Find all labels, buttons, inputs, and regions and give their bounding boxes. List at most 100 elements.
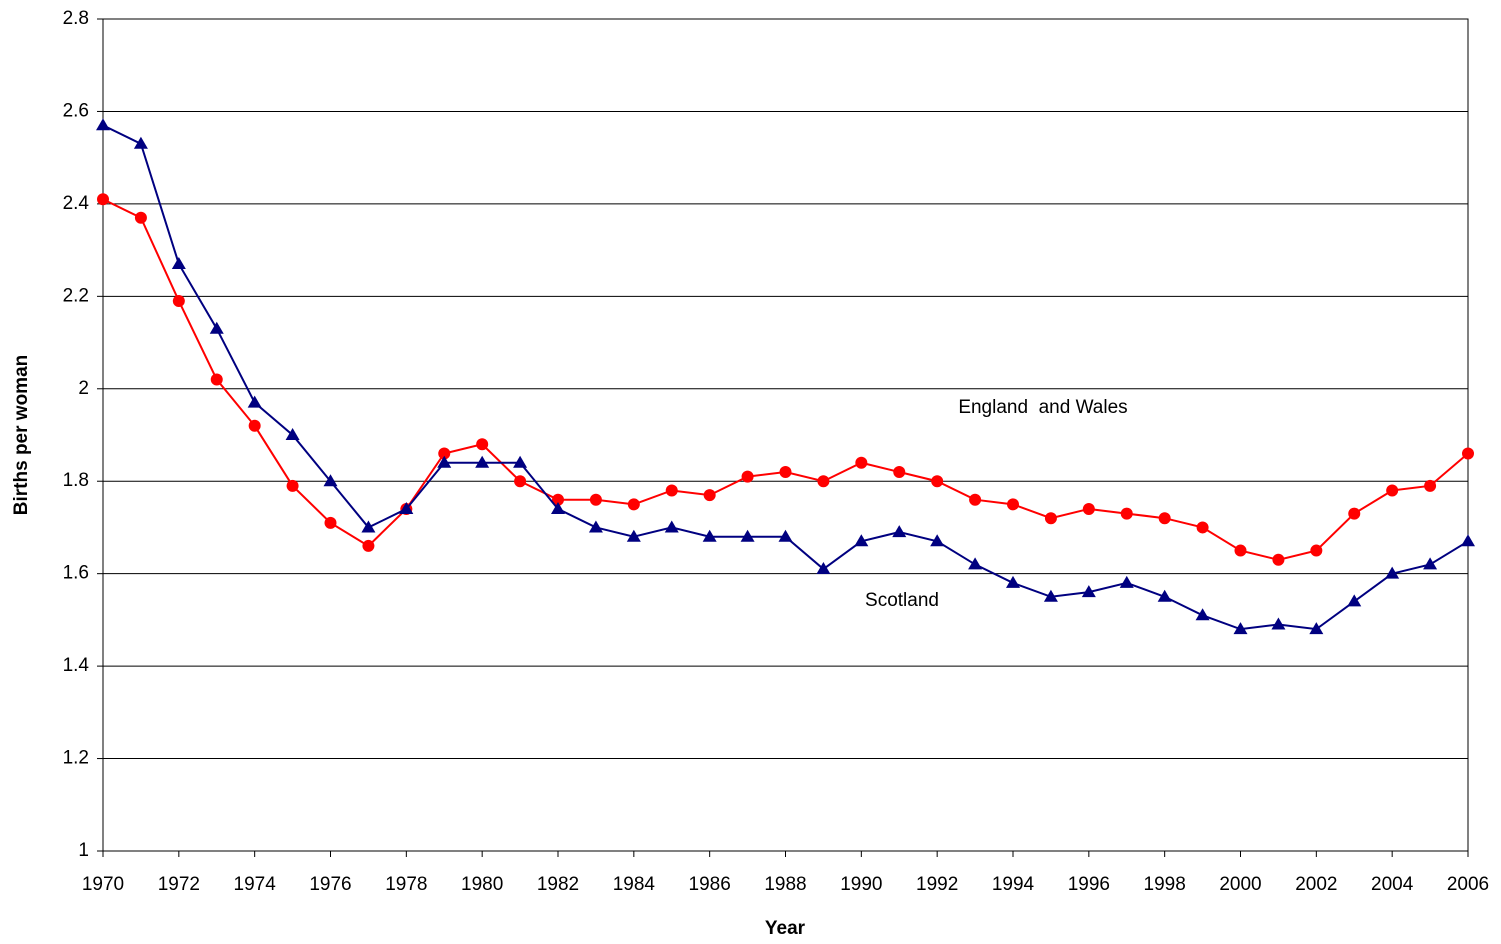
marker xyxy=(1195,608,1210,621)
marker xyxy=(1120,507,1133,520)
marker xyxy=(133,136,148,149)
marker xyxy=(855,456,868,469)
marker xyxy=(1272,553,1285,566)
x-tick-label: 1978 xyxy=(385,874,427,895)
marker xyxy=(1043,589,1058,602)
marker xyxy=(1386,484,1399,497)
x-tick-label: 2000 xyxy=(1219,874,1261,895)
y-tick-label: 1.4 xyxy=(63,655,90,676)
marker xyxy=(969,493,982,506)
marker xyxy=(171,256,186,269)
marker xyxy=(210,373,223,386)
marker xyxy=(627,498,640,511)
marker xyxy=(475,455,490,468)
marker xyxy=(816,562,831,575)
y-tick-label: 2 xyxy=(78,378,89,399)
marker xyxy=(248,419,261,432)
marker xyxy=(892,525,907,538)
x-tick-label: 2004 xyxy=(1371,874,1414,895)
marker xyxy=(513,455,528,468)
marker xyxy=(741,470,754,483)
series-line xyxy=(102,198,1469,561)
marker xyxy=(931,475,944,488)
marker xyxy=(209,321,224,334)
marker xyxy=(1006,575,1020,588)
x-tick-label: 1974 xyxy=(234,874,277,895)
marker xyxy=(1081,585,1096,598)
marker xyxy=(361,520,376,533)
marker xyxy=(1157,589,1172,602)
marker xyxy=(97,193,109,206)
x-tick-label: 1996 xyxy=(1068,874,1110,895)
marker xyxy=(588,520,603,533)
marker xyxy=(437,455,452,468)
marker xyxy=(438,447,451,460)
x-tick-label: 1982 xyxy=(537,874,579,895)
marker xyxy=(285,428,300,440)
x-tick-label: 1986 xyxy=(689,874,731,895)
marker xyxy=(514,475,527,488)
marker xyxy=(589,493,602,506)
x-tick-label: 2002 xyxy=(1295,874,1337,895)
marker xyxy=(1158,512,1171,525)
y-tick-label: 2.8 xyxy=(63,8,89,29)
marker xyxy=(817,475,830,488)
marker xyxy=(551,501,565,514)
marker xyxy=(854,534,869,547)
x-tick-label: 2006 xyxy=(1447,874,1489,895)
marker xyxy=(286,479,299,492)
marker xyxy=(665,484,678,497)
x-tick-label: 1976 xyxy=(309,874,351,895)
y-tick-label: 1 xyxy=(78,840,89,861)
marker xyxy=(778,529,793,542)
marker xyxy=(1233,622,1248,635)
y-tick-label: 2.4 xyxy=(63,193,90,214)
y-tick-label: 2.2 xyxy=(63,285,89,306)
marker xyxy=(323,474,338,487)
plot-area xyxy=(102,18,1469,852)
marker xyxy=(1044,512,1057,525)
marker xyxy=(930,534,945,547)
series-label: England and Wales xyxy=(958,397,1127,418)
series-label: Scotland xyxy=(865,590,939,611)
marker xyxy=(626,529,641,542)
marker xyxy=(324,516,337,529)
x-tick-label: 1988 xyxy=(764,874,806,895)
marker xyxy=(172,294,185,307)
x-tick-label: 1990 xyxy=(840,874,882,895)
marker xyxy=(1424,479,1437,492)
marker xyxy=(740,529,755,542)
marker xyxy=(247,395,262,408)
x-axis-title: Year xyxy=(765,918,806,939)
marker xyxy=(968,557,983,570)
marker xyxy=(1271,617,1286,630)
marker xyxy=(702,529,717,542)
x-tick-label: 1998 xyxy=(1144,874,1186,895)
series-line xyxy=(102,124,1469,631)
marker xyxy=(1234,544,1247,557)
y-axis-title: Births per woman xyxy=(11,355,32,515)
marker xyxy=(1310,544,1323,557)
marker xyxy=(1385,566,1400,579)
marker xyxy=(476,438,489,451)
marker xyxy=(552,493,564,506)
x-tick-label: 1994 xyxy=(992,874,1035,895)
marker xyxy=(96,118,110,131)
marker xyxy=(703,489,716,502)
y-tick-label: 2.6 xyxy=(63,100,89,121)
marker xyxy=(1347,594,1362,607)
marker xyxy=(1007,498,1019,511)
marker xyxy=(1348,507,1361,520)
marker xyxy=(1461,534,1475,547)
marker xyxy=(399,501,414,514)
marker xyxy=(779,465,792,478)
marker xyxy=(1462,447,1474,460)
x-tick-label: 1980 xyxy=(461,874,503,895)
marker xyxy=(362,539,375,552)
x-tick-label: 1972 xyxy=(158,874,200,895)
marker xyxy=(664,520,679,533)
marker xyxy=(1082,502,1095,515)
marker xyxy=(1309,622,1324,635)
x-tick-label: 1970 xyxy=(82,874,124,895)
